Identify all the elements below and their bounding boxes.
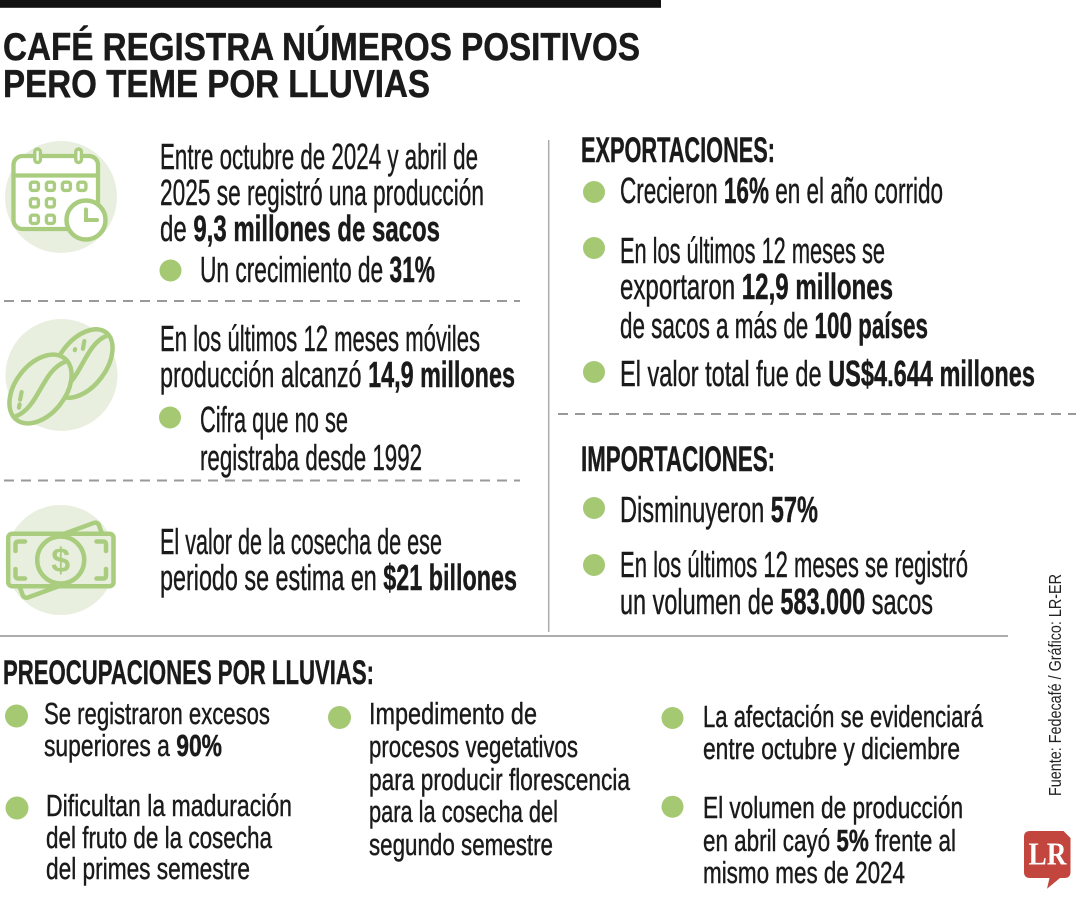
svg-text:$: $ <box>51 542 70 580</box>
svg-text:LR: LR <box>1029 837 1068 872</box>
